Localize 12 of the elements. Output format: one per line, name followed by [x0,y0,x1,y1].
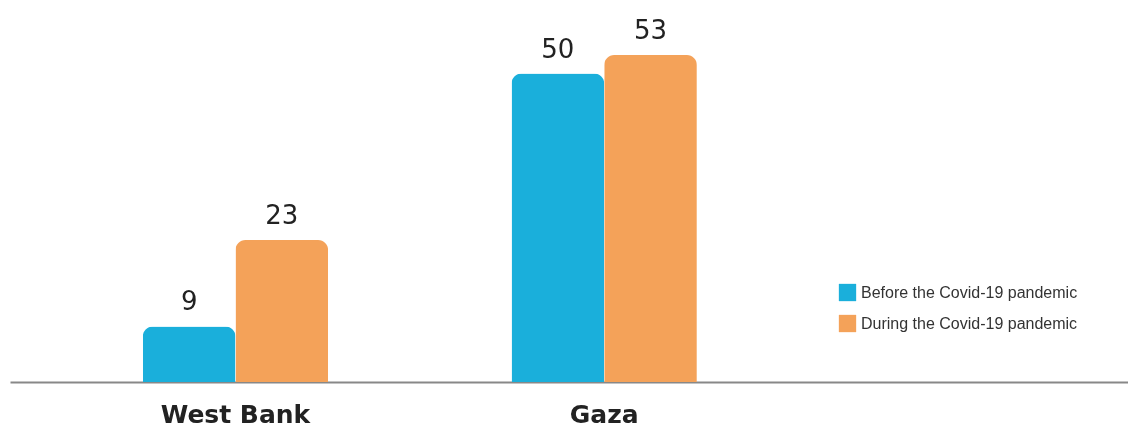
data-label: 23 [265,200,299,231]
bar [604,55,697,382]
data-label: 50 [541,33,575,64]
bar [511,73,605,382]
x-tick-label: Gaza [569,399,639,429]
data-label: 9 [180,286,198,317]
bar [142,326,236,382]
x-tick-label: West Bank [160,399,312,429]
bar [235,240,329,382]
legend-label: Before the Covid-19 pandemic [861,283,1078,301]
legend-label: During the Covid-19 pandemic [861,314,1078,332]
data-label: 53 [633,15,668,45]
